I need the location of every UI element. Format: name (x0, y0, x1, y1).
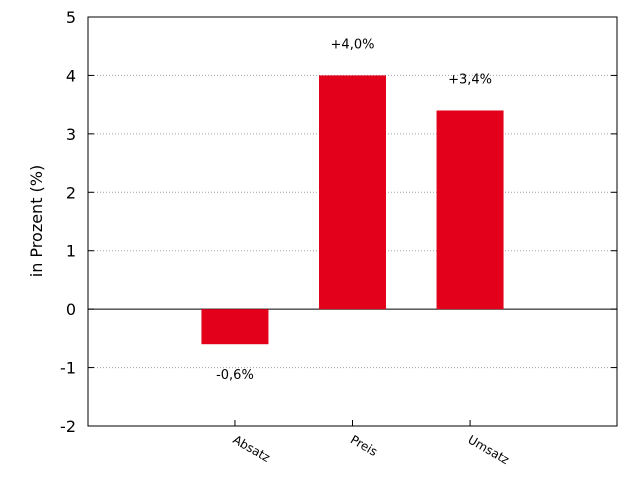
bars (201, 75, 504, 345)
y-axis-ticks: -2 -1 0 1 2 3 4 5 (60, 8, 617, 436)
x-tick-label: Umsatz (466, 432, 512, 467)
y-tick-label: -1 (60, 359, 76, 378)
y-axis-title: in Prozent (%) (27, 165, 46, 277)
data-label: -0,6% (216, 368, 254, 383)
bar-umsatz (436, 110, 504, 310)
x-tick-label: Preis (348, 432, 380, 458)
y-tick-label: -2 (60, 417, 76, 436)
y-tick-label: 5 (66, 8, 76, 27)
bar-preis (319, 75, 386, 310)
x-tick-label: Absatz (230, 432, 272, 464)
y-tick-label: 0 (66, 300, 76, 319)
y-tick-label: 3 (66, 125, 76, 144)
data-label: +3,4% (448, 72, 492, 87)
y-tick-label: 2 (66, 183, 76, 202)
x-axis-ticks: Absatz Preis Umsatz (230, 420, 512, 467)
y-tick-label: 1 (66, 242, 76, 261)
data-label: +4,0% (331, 37, 375, 52)
data-labels: -0,6% +4,0% +3,4% (216, 37, 492, 383)
bar-absatz (201, 309, 269, 345)
y-tick-label: 4 (66, 66, 76, 85)
